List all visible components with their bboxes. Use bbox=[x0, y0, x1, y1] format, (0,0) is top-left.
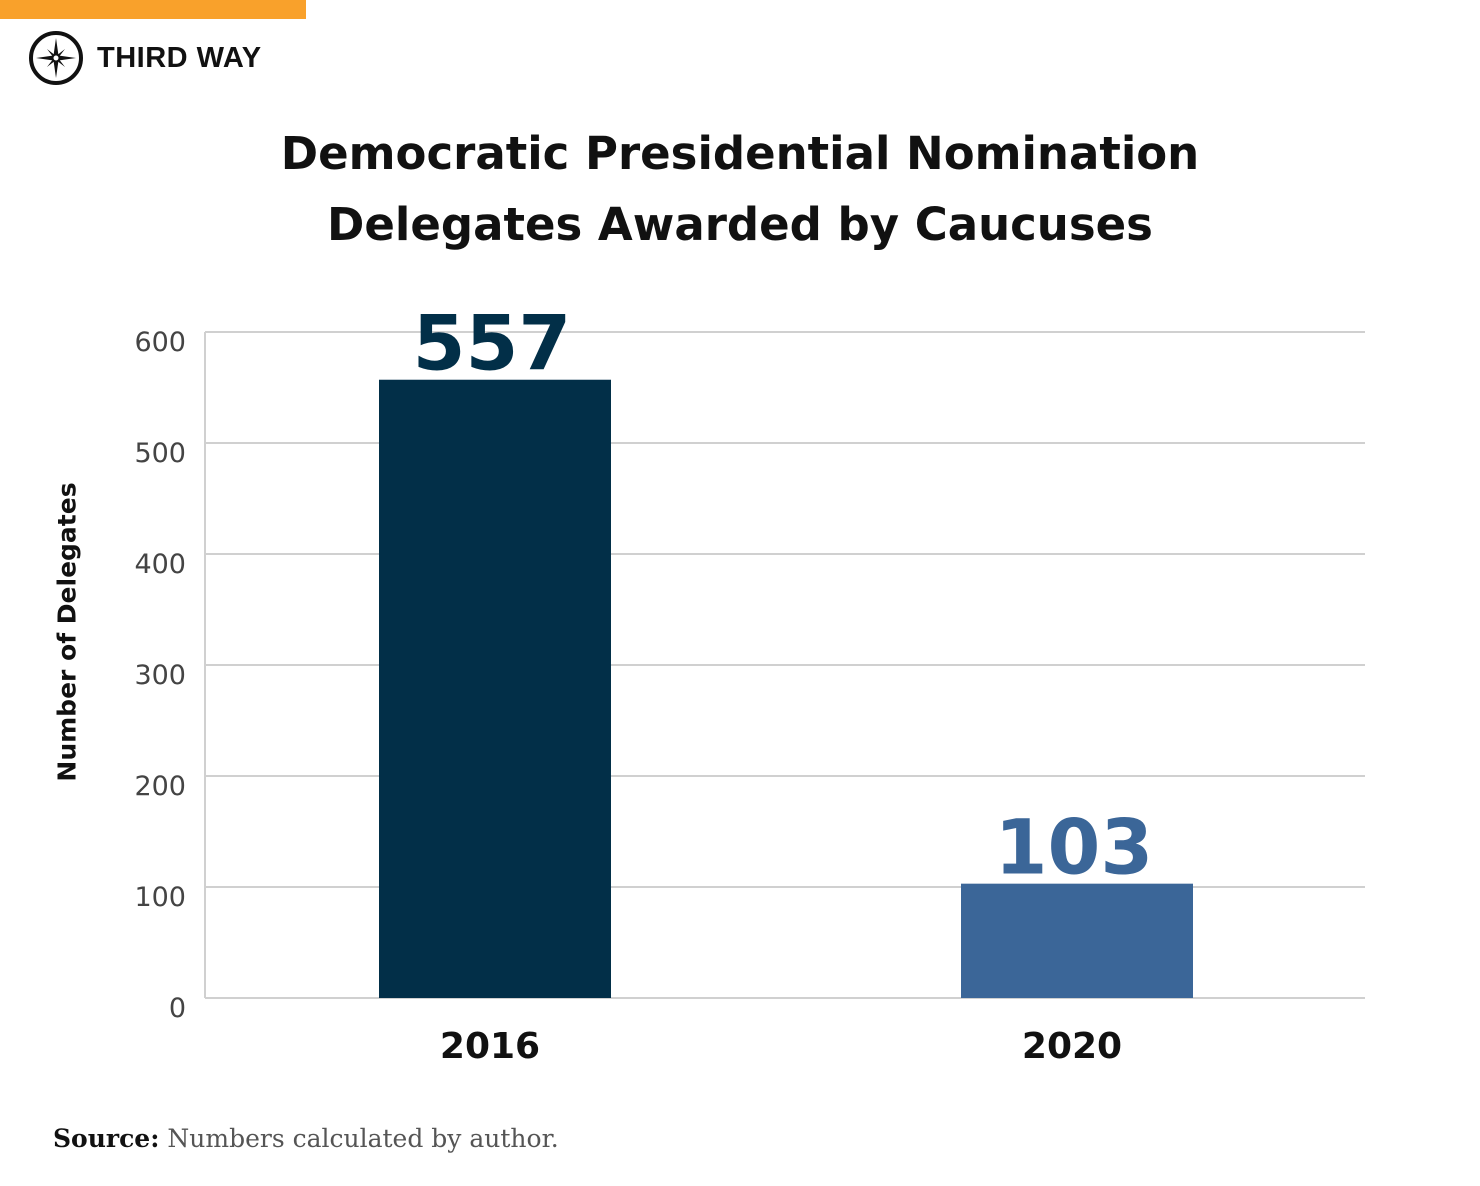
chart-title: Democratic Presidential Nomination Deleg… bbox=[0, 118, 1480, 260]
x-tick-label: 2016 bbox=[440, 1026, 540, 1067]
compass-star-icon bbox=[29, 31, 83, 85]
title-line-2: Delegates Awarded by Caucuses bbox=[327, 198, 1153, 251]
y-tick-label: 0 bbox=[169, 993, 186, 1024]
brand-name: THIRD WAY bbox=[97, 41, 262, 74]
source-label: Source: bbox=[53, 1124, 160, 1153]
source-note: Source: Numbers calculated by author. bbox=[53, 1124, 559, 1153]
y-tick-label: 500 bbox=[134, 438, 186, 469]
y-tick-label: 600 bbox=[134, 327, 186, 358]
third-way-logo: THIRD WAY bbox=[28, 30, 262, 86]
y-tick-label: 400 bbox=[134, 549, 186, 580]
accent-bar bbox=[0, 0, 306, 19]
x-tick-label: 2020 bbox=[1022, 1026, 1122, 1067]
bar-2020 bbox=[961, 883, 1193, 998]
y-tick-label: 200 bbox=[134, 771, 186, 802]
title-line-1: Democratic Presidential Nomination bbox=[280, 127, 1200, 180]
source-text: Numbers calculated by author. bbox=[167, 1124, 559, 1153]
data-label: 103 bbox=[995, 803, 1154, 892]
data-label: 557 bbox=[413, 299, 572, 388]
bar-2016 bbox=[379, 379, 611, 999]
y-tick-label: 300 bbox=[134, 660, 186, 691]
y-tick-label: 100 bbox=[134, 882, 186, 913]
